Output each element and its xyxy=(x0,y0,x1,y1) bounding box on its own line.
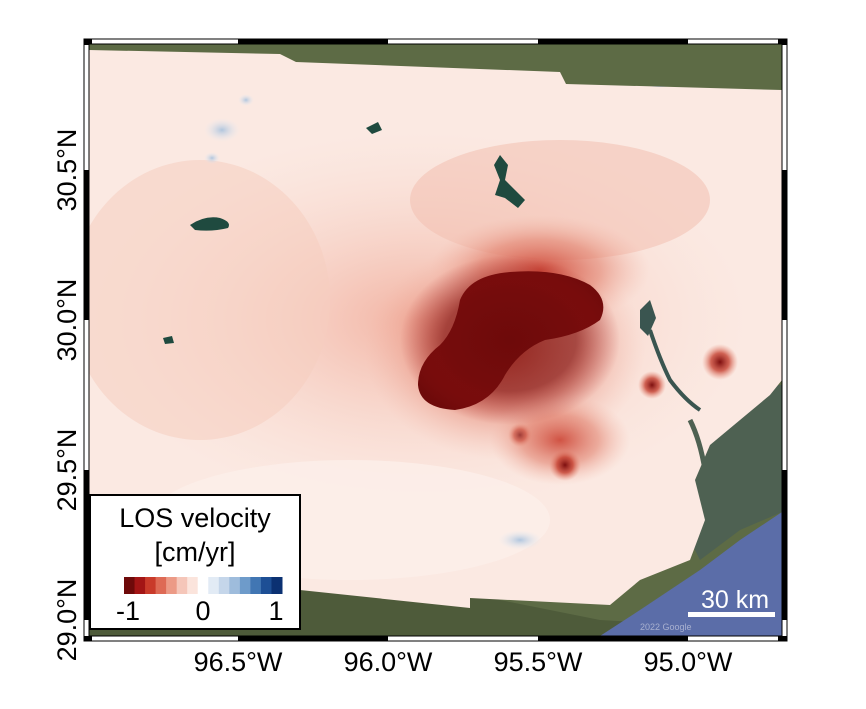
lake-small-west xyxy=(163,336,174,344)
colorbar-swatch xyxy=(197,577,209,594)
lon-tick-label: 95.5°W xyxy=(494,647,583,677)
subsidence-core-glow xyxy=(400,255,620,425)
colorbar-swatch xyxy=(134,577,146,594)
hotspot-baytown xyxy=(638,371,666,399)
coastal-channel xyxy=(687,418,708,471)
uplift-patch-nw xyxy=(204,118,240,142)
colorbar-swatch xyxy=(260,577,272,594)
colorbar-swatch xyxy=(145,577,157,594)
longitude-axis: 96.5°W 96.0°W 95.5°W 95.0°W xyxy=(194,647,733,677)
colorbar-swatch xyxy=(218,577,230,594)
colorbar-swatch xyxy=(187,577,199,594)
scale-bar: 30 km xyxy=(688,586,775,617)
colorbar-swatch xyxy=(271,577,283,594)
legend-title: LOS velocity xyxy=(119,503,271,533)
colorbar-swatch xyxy=(250,577,262,594)
legend-max-label: 1 xyxy=(268,596,283,626)
lake-conroe xyxy=(494,155,525,208)
colorbar-swatch xyxy=(239,577,251,594)
galveston-bay xyxy=(680,385,782,560)
legend-mid-label: 0 xyxy=(195,596,210,626)
gulf-of-mexico xyxy=(600,512,782,636)
latitude-axis: 29.0°N 29.5°N 30.0°N 30.5°N xyxy=(52,129,82,662)
uplift-patch-s xyxy=(498,530,542,550)
legend-min-label: -1 xyxy=(116,596,140,626)
lat-tick-label: 29.0°N xyxy=(52,579,82,662)
colorbar-legend: LOS velocity [cm/yr] -1 0 1 xyxy=(89,494,301,630)
lat-tick-label: 30.5°N xyxy=(52,129,82,212)
uplift-patch-n xyxy=(238,94,254,106)
map-content xyxy=(89,44,782,636)
uplift-patch-nw2 xyxy=(204,152,220,164)
legend-colorbar xyxy=(124,577,283,594)
colorbar-swatch xyxy=(124,577,136,594)
lake-west xyxy=(190,217,229,231)
lat-tick-label: 30.0°N xyxy=(52,279,82,362)
colorbar-swatch xyxy=(229,577,241,594)
lon-tick-label: 96.5°W xyxy=(194,647,283,677)
map-attribution: 2022 Google xyxy=(640,622,692,632)
colorbar-swatch xyxy=(208,577,220,594)
legend-units: [cm/yr] xyxy=(155,537,236,567)
colorbar-swatch xyxy=(176,577,188,594)
legend-box xyxy=(89,494,301,630)
lon-tick-label: 95.0°W xyxy=(644,647,733,677)
lon-tick-label: 96.0°W xyxy=(344,647,433,677)
map-frame xyxy=(83,38,788,642)
lat-tick-label: 29.5°N xyxy=(52,429,82,512)
lake-houston xyxy=(640,300,656,336)
river-channel xyxy=(648,329,702,412)
hotspot-south xyxy=(549,449,581,481)
scale-bar-label: 30 km xyxy=(701,586,769,614)
hotspot-south2 xyxy=(508,423,532,447)
scale-bar-line xyxy=(688,612,775,617)
colorbar-swatch xyxy=(166,577,178,594)
hotspot-east xyxy=(702,344,738,380)
lake-north xyxy=(366,122,382,134)
western-pink xyxy=(89,160,330,440)
colorbar-swatch xyxy=(155,577,167,594)
